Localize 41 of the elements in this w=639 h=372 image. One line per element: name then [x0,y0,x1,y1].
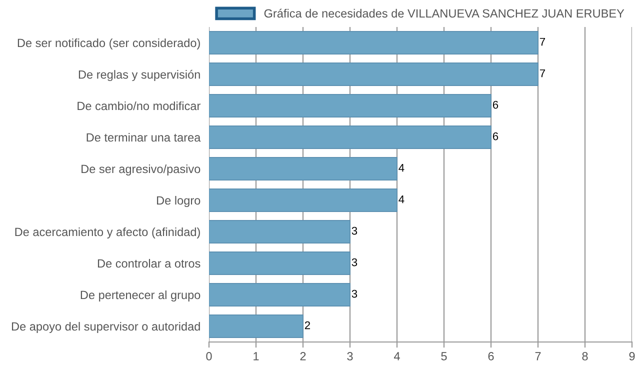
y-tick-label: De terminar una tarea [86,132,201,142]
bar [209,30,538,55]
x-tick-label: 9 [629,352,635,360]
y-tick-label: De controlar a otros [98,258,200,268]
y-tick-label: De ser agresivo/pasivo [82,164,200,176]
y-tick-label: De pertenecer al grupo [80,290,200,302]
x-tick-label: 4 [394,352,400,360]
bar [209,282,350,307]
data-label: 6 [492,100,498,109]
data-label: 3 [352,290,358,298]
data-label: 4 [398,195,404,204]
x-tick-label: 6 [488,352,494,360]
y-tick-label: De acercamiento y afecto (afinidad) [15,227,200,238]
x-tick-label: 3 [347,352,353,360]
x-tick-label: 5 [441,352,447,360]
y-tick-label: De logro [157,196,200,207]
bar [209,125,492,150]
y-tick-label: De ser notificado (ser considerado) [18,38,200,50]
bar [209,251,350,276]
bar [209,94,492,118]
y-tick-label: De cambio/no modificar [78,101,200,110]
data-label: 3 [352,258,358,266]
bar [209,220,350,244]
x-tick-label: 7 [535,352,541,360]
data-label: 4 [398,164,404,172]
data-label: 7 [540,69,546,78]
x-tick-label: 1 [254,352,259,360]
x-tick-label: 0 [206,352,212,360]
legend-label: Gráfica de necesidades de VILLANUEVA SANCHEZ JUAN ERUBEY [264,8,624,18]
bar [209,62,538,86]
x-tick-label: 8 [582,352,588,360]
y-tick-label: De reglas y supervisión [78,70,200,82]
y-tick-label: De apoyo del supervisor o autoridad [12,322,200,333]
x-tick-label: 2 [300,352,306,360]
data-label: 6 [492,132,498,140]
bar [209,314,304,338]
data-label: 3 [352,226,358,235]
data-label: 2 [304,321,310,330]
data-label: 7 [540,38,546,46]
bar [209,156,398,181]
bar [209,188,398,212]
